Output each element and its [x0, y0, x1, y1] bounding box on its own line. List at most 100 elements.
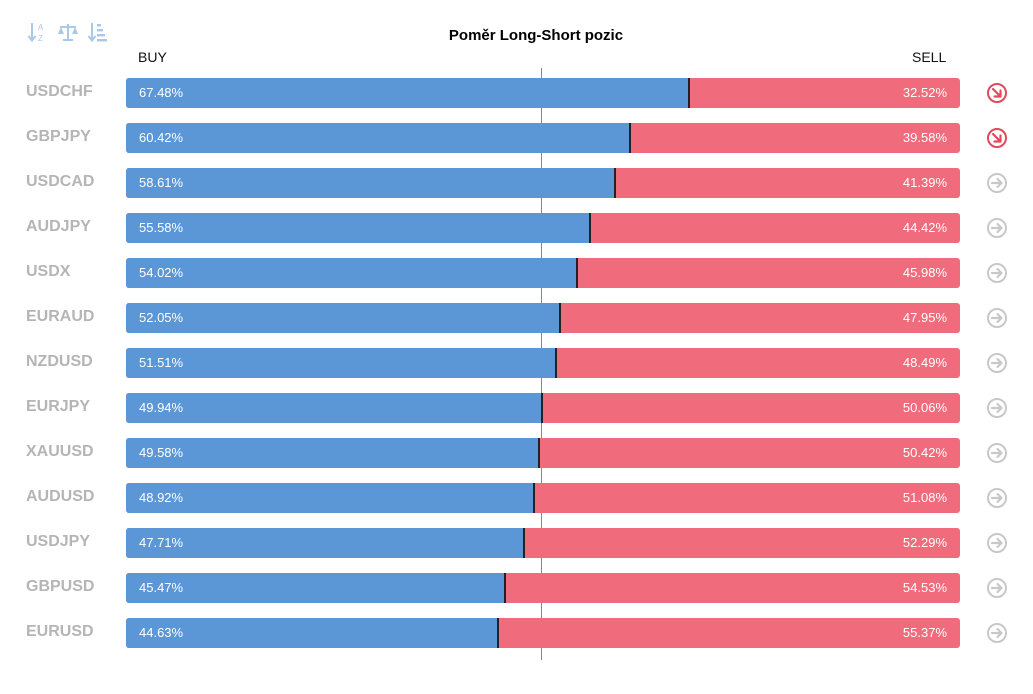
ratio-bar[interactable]: 48.92% 51.08% — [126, 483, 960, 513]
buy-fill — [126, 483, 534, 513]
ratio-bar[interactable]: 49.58% 50.42% — [126, 438, 960, 468]
buy-fill — [126, 618, 498, 648]
symbol-label[interactable]: GBPUSD — [26, 578, 95, 595]
buy-percentage: 51.51% — [139, 355, 184, 370]
svg-text:Z: Z — [38, 34, 43, 43]
ratio-divider — [629, 123, 631, 153]
sort-alpha-icon[interactable]: A Z — [27, 21, 49, 43]
buy-percentage: 45.47% — [139, 580, 184, 595]
buy-percentage: 49.94% — [139, 400, 184, 415]
svg-text:A: A — [38, 23, 44, 32]
symbol-label[interactable]: USDCHF — [26, 83, 93, 100]
ratio-divider — [614, 168, 616, 198]
symbol-label[interactable]: NZDUSD — [26, 353, 93, 370]
ratio-divider — [533, 483, 535, 513]
balance-scale-icon[interactable] — [57, 21, 79, 43]
symbol-label[interactable]: XAUUSD — [26, 443, 94, 460]
ratio-bar[interactable]: 58.61% 41.39% — [126, 168, 960, 198]
arrow-right-icon[interactable] — [986, 397, 1008, 419]
ratio-bar[interactable]: 47.71% 52.29% — [126, 528, 960, 558]
arrow-right-icon[interactable] — [986, 532, 1008, 554]
sell-percentage: 44.42% — [902, 220, 947, 235]
sell-percentage: 32.52% — [902, 85, 947, 100]
ratio-divider — [541, 393, 543, 423]
sell-percentage: 41.39% — [902, 175, 947, 190]
ratio-row-usdjpy: USDJPY 47.71% 52.29% — [0, 528, 1033, 558]
ratio-bar[interactable]: 54.02% 45.98% — [126, 258, 960, 288]
symbol-label[interactable]: GBPJPY — [26, 128, 91, 145]
arrow-down-right-icon[interactable] — [986, 127, 1008, 149]
arrow-right-icon[interactable] — [986, 262, 1008, 284]
ratio-bar[interactable]: 52.05% 47.95% — [126, 303, 960, 333]
arrow-right-icon[interactable] — [986, 487, 1008, 509]
ratio-bar[interactable]: 67.48% 32.52% — [126, 78, 960, 108]
buy-fill — [126, 258, 577, 288]
ratio-bar[interactable]: 51.51% 48.49% — [126, 348, 960, 378]
sell-percentage: 48.49% — [902, 355, 947, 370]
ratio-row-gbpjpy: GBPJPY 60.42% 39.58% — [0, 123, 1033, 153]
buy-fill — [126, 438, 539, 468]
buy-percentage: 52.05% — [139, 310, 184, 325]
arrow-right-icon[interactable] — [986, 352, 1008, 374]
buy-percentage: 60.42% — [139, 130, 184, 145]
ratio-bar[interactable]: 44.63% 55.37% — [126, 618, 960, 648]
symbol-label[interactable]: EURUSD — [26, 623, 94, 640]
sell-header: SELL — [912, 49, 947, 65]
ratio-divider — [497, 618, 499, 648]
arrow-right-icon[interactable] — [986, 577, 1008, 599]
ratio-row-eurjpy: EURJPY 49.94% 50.06% — [0, 393, 1033, 423]
symbol-label[interactable]: EURAUD — [26, 308, 95, 325]
buy-percentage: 67.48% — [139, 85, 184, 100]
ratio-divider — [559, 303, 561, 333]
arrow-down-right-icon[interactable] — [986, 82, 1008, 104]
toolbar: A Z — [27, 21, 109, 43]
symbol-label[interactable]: USDCAD — [26, 173, 95, 190]
buy-header: BUY — [138, 49, 167, 65]
ratio-row-euraud: EURAUD 52.05% 47.95% — [0, 303, 1033, 333]
arrow-right-icon[interactable] — [986, 622, 1008, 644]
arrow-right-icon[interactable] — [986, 442, 1008, 464]
ratio-bar[interactable]: 55.58% 44.42% — [126, 213, 960, 243]
sell-percentage: 45.98% — [902, 265, 947, 280]
buy-fill — [126, 573, 505, 603]
sell-percentage: 55.37% — [902, 625, 947, 640]
symbol-label[interactable]: EURJPY — [26, 398, 91, 415]
symbol-label[interactable]: USDX — [26, 263, 71, 280]
symbol-label[interactable]: AUDJPY — [26, 218, 91, 235]
buy-fill — [126, 213, 590, 243]
symbol-label[interactable]: AUDUSD — [26, 488, 95, 505]
buy-percentage: 47.71% — [139, 535, 184, 550]
ratio-row-nzdusd: NZDUSD 51.51% 48.49% — [0, 348, 1033, 378]
sell-percentage: 50.06% — [902, 400, 947, 415]
ratio-row-gbpusd: GBPUSD 45.47% 54.53% — [0, 573, 1033, 603]
sort-amount-icon[interactable] — [87, 21, 109, 43]
ratio-bar[interactable]: 60.42% 39.58% — [126, 123, 960, 153]
ratio-bar[interactable]: 45.47% 54.53% — [126, 573, 960, 603]
page-title: Poměr Long-Short pozic — [448, 27, 624, 44]
ratio-bar[interactable]: 49.94% 50.06% — [126, 393, 960, 423]
buy-fill — [126, 303, 560, 333]
buy-fill — [126, 123, 630, 153]
ratio-row-xauusd: XAUUSD 49.58% 50.42% — [0, 438, 1033, 468]
ratio-row-usdchf: USDCHF 67.48% 32.52% — [0, 78, 1033, 108]
ratio-row-eurusd: EURUSD 44.63% 55.37% — [0, 618, 1033, 648]
buy-percentage: 58.61% — [139, 175, 184, 190]
arrow-right-icon[interactable] — [986, 172, 1008, 194]
buy-fill — [126, 528, 524, 558]
sell-percentage: 39.58% — [902, 130, 947, 145]
buy-percentage: 49.58% — [139, 445, 184, 460]
ratio-divider — [504, 573, 506, 603]
arrow-right-icon[interactable] — [986, 307, 1008, 329]
buy-percentage: 54.02% — [139, 265, 184, 280]
sell-percentage: 51.08% — [902, 490, 947, 505]
ratio-divider — [555, 348, 557, 378]
ratio-row-audusd: AUDUSD 48.92% 51.08% — [0, 483, 1033, 513]
buy-fill — [126, 78, 689, 108]
buy-percentage: 44.63% — [139, 625, 184, 640]
arrow-right-icon[interactable] — [986, 217, 1008, 239]
ratio-row-usdcad: USDCAD 58.61% 41.39% — [0, 168, 1033, 198]
ratio-divider — [589, 213, 591, 243]
symbol-label[interactable]: USDJPY — [26, 533, 91, 550]
ratio-divider — [523, 528, 525, 558]
buy-percentage: 48.92% — [139, 490, 184, 505]
